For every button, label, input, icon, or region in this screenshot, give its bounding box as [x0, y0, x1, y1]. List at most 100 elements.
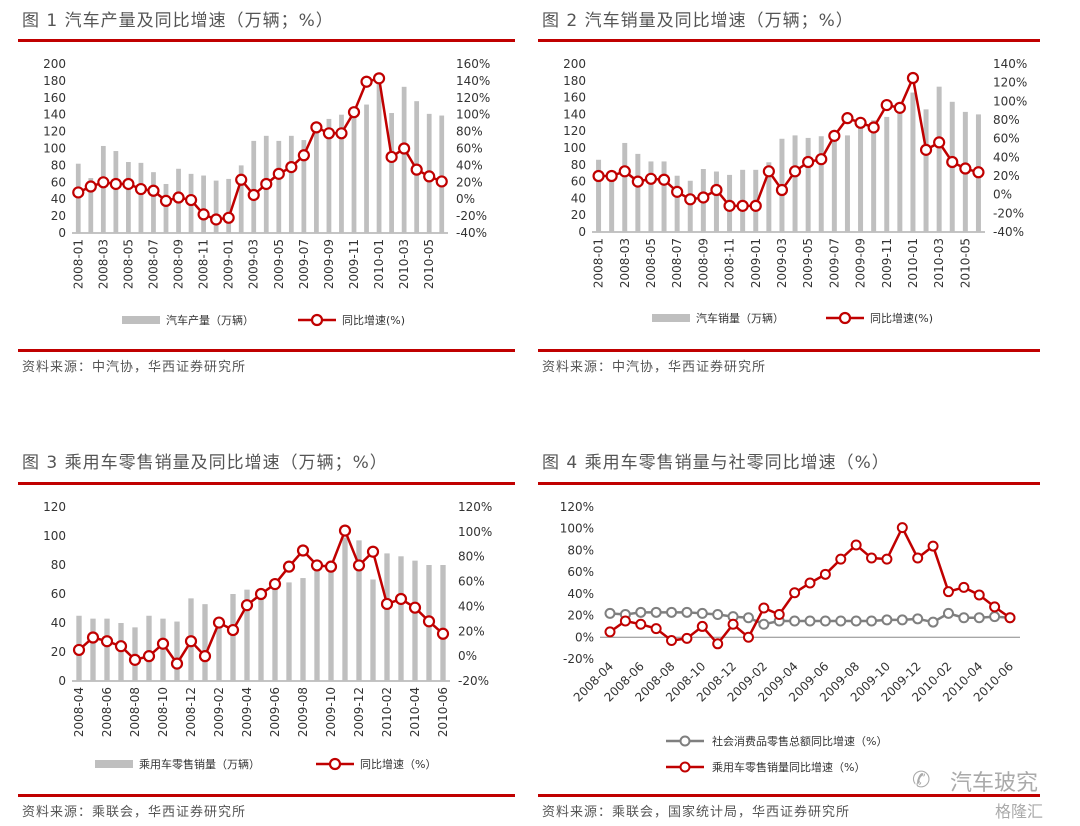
chart4-series-2-point	[942, 586, 954, 598]
chart2-x-tick: 2008-03	[618, 238, 632, 288]
chart3-left-tick: 0	[58, 674, 66, 688]
chart1-growth-point	[159, 194, 173, 207]
chart4-legend-label-1: 社会消费品零售总额同比增速（%）	[712, 734, 887, 748]
chart2-bar	[884, 116, 890, 232]
chart2-growth-point	[946, 155, 959, 169]
chart3-growth-point	[352, 559, 366, 572]
chart3-bottom-rule	[18, 794, 515, 797]
chart3-x-tick: 2008-08	[128, 687, 142, 737]
chart3-x-tick: 2009-06	[268, 687, 282, 737]
chart1-growth-point	[197, 208, 210, 221]
chart4-series-2-point	[773, 608, 785, 620]
chart4-series-2-point	[758, 602, 770, 614]
chart1-source: 资料来源：中汽协，华西证券研究所	[22, 360, 247, 375]
chart2-right-tick: 140%	[993, 57, 1027, 71]
chart4-series-2-point	[989, 601, 1001, 613]
chart3-left-tick: 120	[43, 500, 66, 514]
chart1-x-tick: 2009-11	[347, 239, 361, 289]
chart3-growth-point	[184, 635, 198, 648]
chart3-bar	[342, 537, 348, 681]
chart4-series-2-point	[619, 615, 631, 627]
chart1-bar	[201, 175, 206, 233]
chart1-growth-point	[147, 184, 160, 197]
chart2-growth-point	[815, 153, 828, 166]
chart1-x-tick: 2009-07	[297, 239, 311, 289]
chart1-growth-point	[235, 173, 248, 186]
chart1-right-tick: 60%	[456, 142, 483, 156]
chart3-bar	[272, 585, 278, 681]
chart2-bar	[609, 173, 615, 232]
chart3-growth-point	[226, 623, 240, 637]
chart2-left-tick: 200	[563, 57, 586, 71]
chart1-growth-point	[260, 177, 273, 191]
chart4-y-tick: 40%	[567, 587, 594, 601]
chart3-growth-point	[408, 601, 422, 614]
chart3-growth-point	[394, 592, 408, 606]
chart4-series-1-point	[835, 615, 847, 627]
chart2-left-tick: 140	[563, 107, 586, 121]
chart4-series-1-point	[696, 607, 708, 619]
chart4-series-2-point	[742, 631, 754, 643]
chart2-bar	[831, 141, 837, 232]
chart1-left-tick: 40	[51, 192, 66, 206]
chart2-growth-point	[802, 155, 815, 169]
chart3-right-tick: 100%	[458, 525, 492, 539]
chart3-bar	[356, 540, 362, 681]
chart4-series-1-point	[666, 606, 678, 618]
chart2-right-tick: 120%	[993, 76, 1027, 90]
chart2-legend-line-marker	[838, 311, 852, 325]
chart1-right-tick: -20%	[456, 209, 487, 223]
chart4-series-2-point	[835, 553, 847, 565]
chart3-x-tick: 2008-12	[184, 687, 198, 737]
chart1-growth-point	[360, 75, 373, 88]
chart2-bar	[661, 161, 667, 232]
chart1-x-tick: 2010-01	[372, 239, 386, 289]
chart2-right-tick: -20%	[993, 206, 1024, 220]
chart1-bar	[226, 178, 232, 233]
chart1-bar	[113, 151, 119, 233]
watermark-sub: 格隆汇	[995, 802, 1044, 821]
chart1-right-tick: 100%	[456, 108, 490, 122]
chart1-growth-point	[272, 167, 285, 180]
chart1-growth-point	[184, 193, 198, 207]
chart4-series-2-point	[866, 552, 878, 564]
chart1-left-tick: 180	[43, 74, 66, 88]
chart2-bar	[766, 162, 772, 232]
chart3-bar	[90, 618, 96, 681]
chart4-series-1-point	[989, 611, 1001, 623]
chart4-y-tick: 80%	[567, 543, 594, 557]
chart2-growth-point	[841, 112, 854, 125]
chart1-growth-point	[134, 182, 148, 196]
chart3-right-tick: 20%	[458, 624, 485, 638]
chart1-left-tick: 60	[51, 175, 66, 189]
chart2-right-tick: 20%	[993, 169, 1020, 183]
chart1-growth-point	[410, 163, 423, 176]
chart2-left-tick: 100	[563, 141, 586, 155]
chart4-legend-label-2: 乘用车零售销量同比增速（%）	[712, 760, 865, 774]
chart2-growth-point	[592, 169, 605, 183]
chart4-legend-marker-1	[679, 735, 691, 747]
chart3-growth-point	[324, 560, 338, 573]
chart3-bar	[230, 594, 236, 681]
chart2-growth-point	[867, 121, 880, 134]
chart2-title: 图 2 汽车销量及同比增速（万辆；%）	[542, 11, 854, 31]
chart4-series-2-point	[789, 587, 801, 599]
chart3-x-tick: 2008-10	[156, 687, 170, 737]
chart3-legend-bar-label: 乘用车零售销量（万辆）	[139, 757, 260, 771]
chart1-growth-point	[109, 177, 122, 191]
chart2-growth-point	[775, 183, 789, 197]
chart3-growth-point	[100, 635, 114, 648]
chart1-bar	[314, 131, 319, 233]
chart1-growth-line	[77, 76, 443, 221]
chart4-series-2-point	[1004, 612, 1016, 624]
chart4-series-2-point	[804, 577, 816, 589]
chart1-x-tick: 2009-09	[322, 239, 336, 289]
chart3-bar	[104, 618, 110, 681]
chart2-left-tick: 40	[571, 191, 586, 205]
chart3-right-tick: 40%	[458, 599, 485, 613]
chart2-x-tick: 2010-03	[932, 238, 946, 288]
chart1-growth-point	[72, 186, 85, 199]
chart1-right-tick: 160%	[456, 57, 490, 71]
chart4-legend-marker-2	[679, 761, 691, 773]
chart1-left-tick: 100	[43, 142, 66, 156]
